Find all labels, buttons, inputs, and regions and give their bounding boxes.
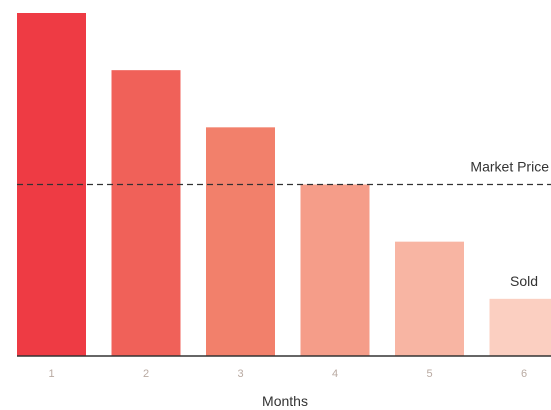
bar-month-4 (300, 184, 370, 356)
x-tick-label: 4 (332, 368, 338, 380)
x-tick-label: 5 (426, 368, 432, 380)
bar-month-2 (111, 70, 181, 357)
bar-month-6 (489, 298, 551, 356)
bars-group (17, 13, 551, 357)
x-tick-label: 2 (143, 368, 149, 380)
sold-annotation: Sold (510, 273, 538, 289)
x-axis-title: Months (262, 393, 308, 409)
bar-month-5 (395, 241, 464, 356)
bar-month-3 (206, 127, 275, 356)
x-tick-label: 1 (48, 368, 54, 380)
x-tick-label: 6 (521, 368, 527, 380)
market-price-label: Market Price (470, 159, 549, 175)
x-tick-labels: 1 2 3 4 5 6 (48, 368, 527, 380)
x-tick-label: 3 (237, 368, 243, 380)
